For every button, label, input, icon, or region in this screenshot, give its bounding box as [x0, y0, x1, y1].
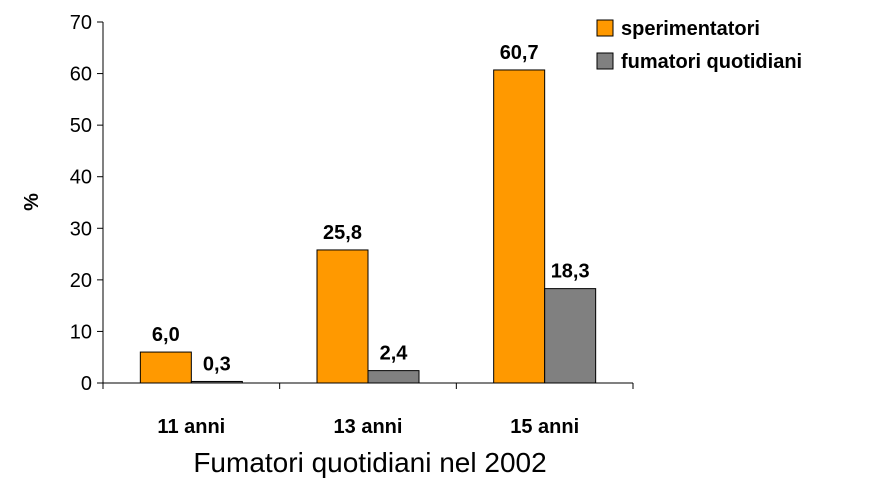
- y-tick-label: 10: [70, 321, 92, 343]
- data-label: 2,4: [380, 343, 409, 365]
- y-tick-label: 20: [70, 270, 92, 292]
- bar-fumatori-quotidiani: [367, 370, 420, 384]
- x-tick-label: 15 anni: [510, 416, 579, 438]
- data-label: 6,0: [152, 324, 180, 346]
- legend-swatch: [596, 19, 614, 37]
- bar-sperimentatori: [493, 69, 546, 384]
- y-tick-label: 30: [70, 218, 92, 240]
- y-axis-label: %: [21, 193, 43, 211]
- legend-label: fumatori quotidiani: [621, 51, 802, 73]
- bars: [139, 69, 597, 384]
- legend-label: sperimentatori: [621, 18, 760, 40]
- bar-fumatori-quotidiani: [544, 288, 597, 384]
- bar-sperimentatori: [139, 351, 192, 384]
- chart-title: Fumatori quotidiani nel 2002: [193, 447, 546, 478]
- data-label: 60,7: [500, 42, 539, 64]
- bar-sperimentatori: [316, 249, 369, 384]
- data-label: 0,3: [203, 353, 231, 375]
- x-tick-label: 13 anni: [334, 416, 403, 438]
- y-tick-label: 60: [70, 64, 92, 86]
- legend: sperimentatori fumatori quotidiani: [596, 18, 802, 73]
- y-tick-label: 40: [70, 167, 92, 189]
- value-labels: 6,0 0,3 25,8 2,4 60,7 18,3: [152, 42, 590, 375]
- data-label: 25,8: [323, 222, 362, 244]
- legend-swatch: [596, 52, 614, 70]
- bar-fumatori-quotidiani: [190, 380, 243, 384]
- y-tick-label: 70: [70, 12, 92, 34]
- axes: 0 10 20 30 40 50 60 70 11 anni 13 anni 15 anni: [70, 12, 634, 438]
- y-tick-label: 50: [70, 115, 92, 137]
- y-tick-label: 0: [81, 373, 92, 395]
- data-label: 18,3: [551, 261, 590, 283]
- x-tick-label: 11 anni: [157, 416, 225, 438]
